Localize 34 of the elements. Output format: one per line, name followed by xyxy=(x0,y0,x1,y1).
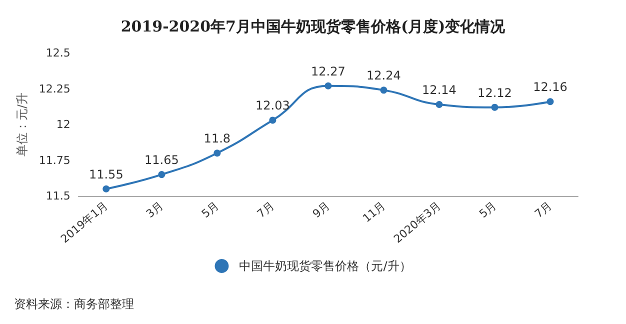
point xyxy=(491,104,498,111)
x-tick-label: 3月 xyxy=(144,199,166,221)
x-tick-label: 9月 xyxy=(310,199,332,221)
x-tick-label: 7月 xyxy=(532,199,554,221)
y-tick-label: 12.25 xyxy=(38,82,70,96)
data-label: 11.55 xyxy=(88,167,124,182)
y-axis-title: 单位：元/升 xyxy=(15,92,29,157)
point xyxy=(380,86,388,94)
point xyxy=(214,150,221,157)
data-label: 12.27 xyxy=(311,64,346,78)
y-tick-label: 11.5 xyxy=(46,190,70,202)
x-tick-label: 11月 xyxy=(360,199,388,226)
legend-label: 中国牛奶现货零售价格（元/升） xyxy=(239,259,412,273)
x-tick-label: 7月 xyxy=(254,199,277,221)
point xyxy=(158,171,166,178)
point xyxy=(436,100,443,108)
text: 资料来源：商务部整理 xyxy=(14,297,134,311)
x-tick-label: 5月 xyxy=(476,199,499,221)
x-tick-label: 5月 xyxy=(199,199,222,221)
data-label: 11.65 xyxy=(144,153,179,168)
chart-title: 2019-2020年7月中国牛奶现货零售价格(月度)变化情况 xyxy=(120,18,506,36)
point xyxy=(546,98,554,106)
y-tick-label: 12 xyxy=(56,118,70,131)
point xyxy=(324,82,332,90)
point xyxy=(269,116,276,124)
data-label: 11.8 xyxy=(204,132,231,146)
data-label: 12.16 xyxy=(533,80,568,94)
y-tick-label: 12.5 xyxy=(46,46,70,60)
y-tick-label: 11.75 xyxy=(38,154,70,167)
data-label: 12.03 xyxy=(256,98,290,113)
data-label: 12.12 xyxy=(478,86,512,100)
data-label: 12.24 xyxy=(366,68,401,83)
data-label: 12.14 xyxy=(422,82,456,97)
point xyxy=(102,185,110,192)
